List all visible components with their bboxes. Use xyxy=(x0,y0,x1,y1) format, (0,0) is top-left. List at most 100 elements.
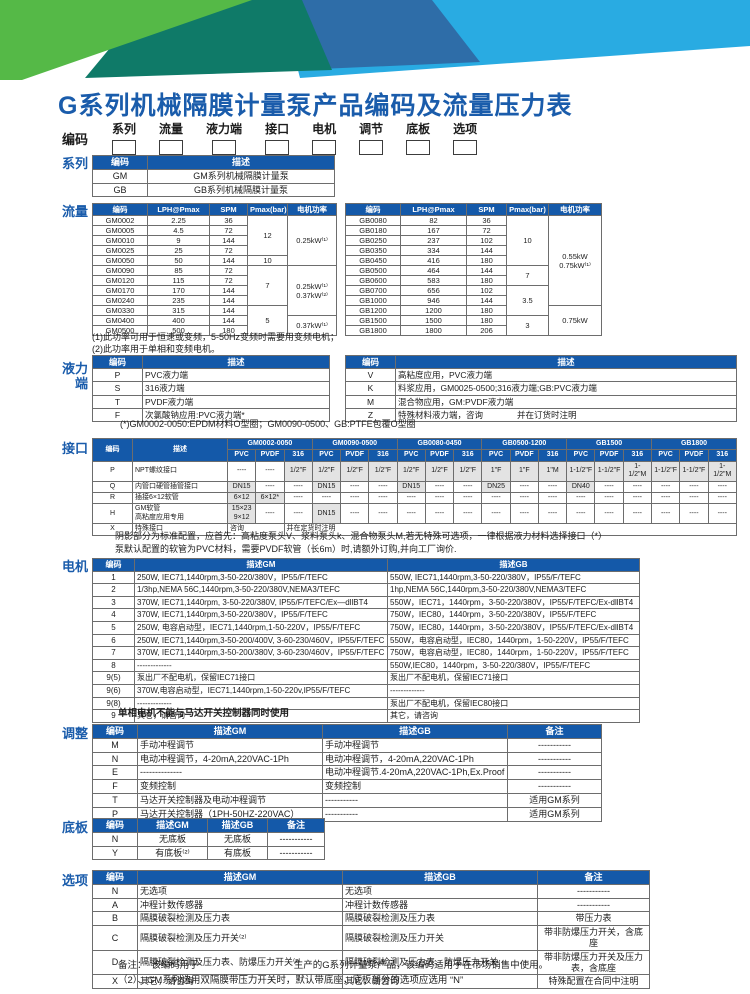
cell: 8 xyxy=(92,658,135,673)
cell: ------------- xyxy=(387,683,640,698)
coding-checkbox xyxy=(212,140,237,155)
cell: P xyxy=(92,460,133,482)
header-row: 编码 描述GM 描述GB 备注 xyxy=(92,724,602,739)
cell: ---- xyxy=(594,503,624,525)
cell: 无选项 xyxy=(342,883,538,899)
cell: 1"M xyxy=(537,460,568,482)
flow-table-gm: 编码 LPH@Pmax SPM Pmax(bar) 电机功率 GM0002 2.25 36 12… xyxy=(92,203,337,336)
cell: 550W，IEC71，1440rpm，3-50-220/380V，IP55/F/… xyxy=(387,595,640,610)
cell: GB0600 xyxy=(345,275,401,286)
cell: 变频控制 xyxy=(137,779,323,794)
cell: 7 xyxy=(247,265,288,306)
cell: GM系列机械隔膜计量泵 xyxy=(147,168,335,184)
table-row: D 隔膜破裂检测及压力表、防爆压力开关⁽²⁾ 隔膜破裂检测及压力表、防爆压力开关 带非… xyxy=(92,949,650,976)
cell: 235 xyxy=(147,295,210,306)
cell: GM0090 xyxy=(92,265,148,276)
cell: ---- xyxy=(566,503,596,525)
header-cell: 316 xyxy=(453,449,483,462)
cell: N xyxy=(92,831,138,847)
table-row: GB0700 656 102 3.5 xyxy=(345,285,602,316)
cell: 3 xyxy=(92,595,135,610)
cell: GB1500 xyxy=(345,315,401,326)
cell: 15×23 9×12 xyxy=(226,503,257,525)
cell: DN15 xyxy=(311,503,342,525)
table-row: GM0090 85 72 7 0.25kW⁽¹⁾ 0.37kW⁽²⁾ xyxy=(92,265,337,316)
cell: 特殊配置在合同中注明 xyxy=(537,974,650,990)
cell: 1200 xyxy=(400,305,467,316)
header-row: 编码 描述 xyxy=(92,155,335,170)
cell: GB系列机械隔膜计量泵 xyxy=(147,182,335,198)
header-cell: 编码 xyxy=(92,438,133,462)
flow-table-gb: 编码 LPH@Pmax SPM Pmax(bar) 电机功率 GB0080 82 36 10 0.… xyxy=(345,203,602,336)
cell: ---- xyxy=(566,491,596,505)
cell: 料浆应用，GM0025-0500;316液力端;GB:PVC液力端 xyxy=(395,381,737,396)
table-row: R 插接6×12软管 6×12 6×12* ---- ---- ---- ---- ---- --… xyxy=(92,491,738,505)
cell: N xyxy=(92,751,138,767)
cell: 144 xyxy=(466,245,507,256)
cell: ------------- xyxy=(134,658,388,673)
cell: 高粘度应用，PVC液力端 xyxy=(395,368,737,383)
header-cell: PVDF xyxy=(679,449,709,462)
cell: 6 xyxy=(92,633,135,648)
table-row: 2 1/3hp,NEMA 56C,1440rpm,3-50-220/380V,NE… xyxy=(92,583,640,597)
coding-field-label: 电机 xyxy=(312,122,337,136)
cell: ---- xyxy=(622,503,652,525)
coding-field: 选项 xyxy=(453,120,477,155)
table-row: 9 其它，请咨询 其它，请咨询 xyxy=(92,709,640,723)
cell: 750W，IEC80，1440rpm，3-50-220/380V，IP55/F/… xyxy=(387,608,640,622)
cell: ---- xyxy=(650,480,681,493)
header-cell: LPH@Pmax xyxy=(400,203,467,216)
cell: 1/2"F xyxy=(396,460,426,482)
table-row: T PVDF液力端 xyxy=(92,394,330,409)
cell: ---- xyxy=(255,480,285,493)
cell: ---- xyxy=(594,480,624,493)
options-table: 编码 描述GM 描述GB 备注 N 无选项 无选项 ----------- A 冲程计数传感器 冲程… xyxy=(92,870,650,990)
cell: ---- xyxy=(283,480,313,493)
table-row: E -------------- 电动冲程调节.4-20mA,220VAC-1Ph,… xyxy=(92,765,602,781)
cell: 变频控制 xyxy=(322,779,508,794)
section-label-interface: 接口 xyxy=(61,441,88,456)
cell: GM软管 高粘度应用专用 xyxy=(132,503,228,525)
cell: ----------- xyxy=(507,765,602,781)
cell: C xyxy=(92,925,138,951)
header-cell: SPM xyxy=(466,203,507,216)
cell: V xyxy=(345,368,396,383)
header-cell: 316 xyxy=(283,449,313,462)
cell: GB xyxy=(92,182,148,198)
cell: 170 xyxy=(147,285,210,296)
header-cell: PVC xyxy=(226,449,257,462)
cell: ----------- xyxy=(507,737,602,753)
header-cell: PVDF xyxy=(594,449,624,462)
cell: 144 xyxy=(209,305,248,316)
header-cell: 编码 xyxy=(92,818,138,833)
cell: GB1800 xyxy=(345,325,401,336)
cell: GB0080 xyxy=(345,215,401,226)
table-row: GB0080 82 36 10 0.55kW 0.75kW⁽¹⁾ xyxy=(345,215,602,306)
cell: DN15 xyxy=(226,480,257,493)
cell: 1500 xyxy=(400,315,467,326)
cell: 464 xyxy=(400,265,467,276)
header-cell: 316 xyxy=(622,449,652,462)
cell: 10 xyxy=(506,215,549,266)
cell: 手动冲程调节 xyxy=(322,737,508,753)
cell: 3 xyxy=(506,315,549,336)
table-row: GM0500 500 180 xyxy=(92,325,337,336)
cell: ---- xyxy=(707,491,738,505)
cell: ---- xyxy=(537,480,568,493)
base-table: 编码 描述GM 描述GB 备注 N 无底板 无底板 ----------- Y 有底板⁽²⁾ 有底板… xyxy=(92,818,325,861)
cell: ---- xyxy=(622,480,652,493)
cell: 马达开关控制器及电动冲程调节 xyxy=(137,792,323,808)
header-row: 编码 描述 xyxy=(92,354,330,370)
coding-field-label: 流量 xyxy=(159,122,184,136)
cell: 次氯酸钠应用:PVC液力端* xyxy=(142,407,330,422)
cell: 144 xyxy=(209,235,248,246)
cell: 750W，IEC80，1440rpm，3-50-220/380V，IP55/F/… xyxy=(387,620,640,635)
cell: M xyxy=(345,394,396,409)
series-table: 编码 描述 GM GM系列机械隔膜计量泵 GB GB系列机械隔膜计量泵 xyxy=(92,155,335,198)
cell: ----------- xyxy=(267,831,325,847)
table-row: S 316液力端 xyxy=(92,381,330,396)
header-cell: 电机功率 xyxy=(548,203,602,216)
cell: 250W, IEC71,1440rpm,3-50-220/380V，IP55/F… xyxy=(134,570,388,585)
cell: 内管口硬管插管接口 xyxy=(132,480,228,493)
header-row: PVC PVDF 316 PVC PVDF 316 PVC PVDF 316 PVC PVDF 316… xyxy=(93,449,738,462)
